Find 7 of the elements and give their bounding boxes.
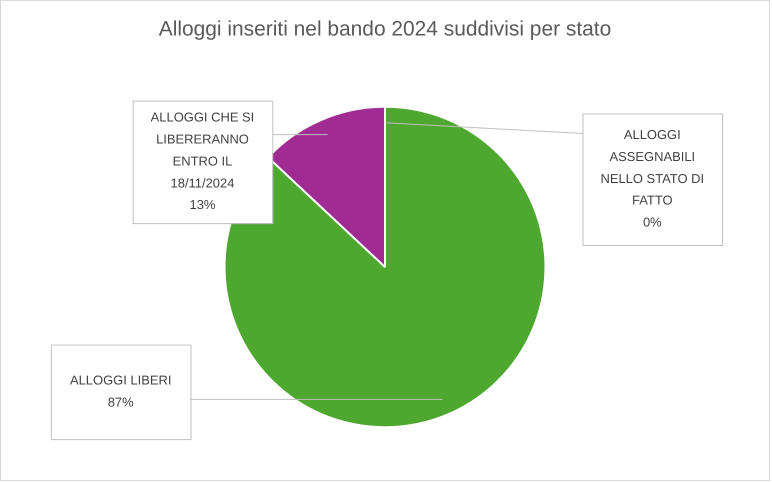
data-label: 13% bbox=[190, 197, 216, 212]
chart-title: Alloggi inseriti nel bando 2024 suddivisi per stato bbox=[158, 17, 612, 40]
data-label: 87% bbox=[108, 394, 134, 410]
slice-label: ALLOGGI CHE SI LIBERERANNO ENTRO IL 18/11/2024 bbox=[150, 110, 254, 190]
category-label: ALLOGGI ASSEGNABILI NELLO STATO DI FATTO bbox=[600, 127, 704, 208]
text: 0% bbox=[642, 214, 662, 230]
slice-label: ALLOGGI LIBERI bbox=[70, 372, 172, 388]
